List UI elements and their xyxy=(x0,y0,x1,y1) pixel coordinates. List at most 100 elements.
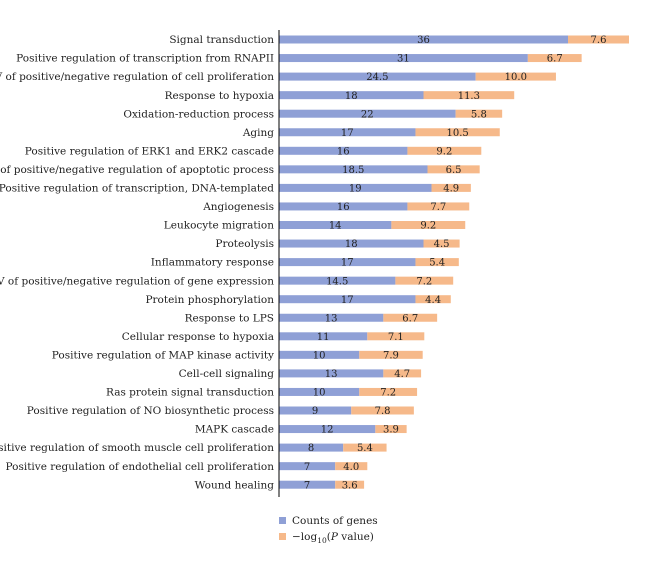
category-label-19: Ras protein signal transduction xyxy=(106,387,274,399)
bar-log-p-5 xyxy=(415,128,500,137)
legend-swatch-counts xyxy=(279,517,286,524)
bar-log-p-13 xyxy=(395,276,454,285)
value-label-log-p-12: 5.4 xyxy=(429,258,445,269)
bars-layer xyxy=(279,35,629,489)
value-label-counts-3: 18 xyxy=(345,91,358,102)
value-label-log-p-9: 7.7 xyxy=(430,202,446,213)
value-label-log-p-20: 7.8 xyxy=(375,406,391,417)
bar-counts-12 xyxy=(279,258,416,267)
category-label-7: AV of positive/negative regulation of ap… xyxy=(0,164,274,176)
category-label-8: Positive regulation of transcription, DN… xyxy=(0,183,274,195)
value-label-counts-23: 7 xyxy=(304,462,310,473)
bar-counts-18 xyxy=(279,369,384,378)
category-label-21: MAPK cascade xyxy=(195,424,274,436)
bar-log-p-19 xyxy=(359,387,418,396)
value-label-log-p-14: 4.4 xyxy=(425,295,441,306)
value-label-log-p-24: 3.6 xyxy=(342,480,358,491)
bar-counts-5 xyxy=(279,128,416,137)
bar-counts-1 xyxy=(279,54,528,63)
value-label-log-p-19: 7.2 xyxy=(380,388,396,399)
value-label-counts-6: 16 xyxy=(337,146,350,157)
value-label-log-p-16: 7.1 xyxy=(388,332,404,343)
bar-counts-8 xyxy=(279,183,432,192)
value-label-counts-0: 36 xyxy=(417,35,430,46)
value-label-counts-18: 13 xyxy=(325,369,338,380)
category-label-14: Protein phosphorylation xyxy=(145,294,274,306)
bar-log-p-18 xyxy=(383,369,422,378)
value-label-log-p-2: 10.0 xyxy=(505,72,527,83)
category-label-3: Response to hypoxia xyxy=(165,90,274,102)
category-labels: Signal transduction Positive regulation o… xyxy=(0,34,274,491)
bar-counts-16 xyxy=(279,332,368,341)
bar-counts-10 xyxy=(279,221,392,229)
bar-counts-7 xyxy=(279,165,428,174)
legend-swatch-log-p xyxy=(279,533,286,540)
value-label-counts-9: 16 xyxy=(337,202,350,213)
category-label-15: Response to LPS xyxy=(185,312,274,324)
category-label-1: Positive regulation of transcription fro… xyxy=(16,53,274,65)
value-label-log-p-7: 6.5 xyxy=(446,165,462,176)
bar-counts-3 xyxy=(279,91,424,100)
bar-log-p-24 xyxy=(335,480,365,489)
bar-counts-4 xyxy=(279,109,456,118)
value-label-log-p-23: 4.0 xyxy=(343,462,359,473)
bar-log-p-7 xyxy=(427,165,480,174)
category-label-13: AV of positive/negative regulation of ge… xyxy=(0,275,274,287)
value-label-counts-14: 17 xyxy=(341,295,354,306)
bar-log-p-16 xyxy=(367,332,425,341)
category-label-10: Leukocyte migration xyxy=(164,220,274,232)
legend-label-log-p: −log10(P value) xyxy=(292,531,374,545)
bar-counts-22 xyxy=(279,443,344,452)
value-label-counts-13: 14.5 xyxy=(326,276,348,287)
category-label-0: Signal transduction xyxy=(169,34,274,46)
value-label-log-p-8: 4.9 xyxy=(443,184,459,195)
value-label-counts-19: 10 xyxy=(313,388,326,399)
value-label-log-p-3: 11.3 xyxy=(458,91,480,102)
category-label-4: Oxidation-reduction process xyxy=(123,108,274,120)
category-label-23: Positive regulation of endothelial cell … xyxy=(5,461,274,473)
value-label-log-p-0: 7.6 xyxy=(591,35,607,46)
category-label-16: Cellular response to hypoxia xyxy=(122,331,274,343)
value-label-counts-4: 22 xyxy=(361,109,374,120)
legend: Counts of genes −log10(P value) xyxy=(279,515,378,545)
value-label-counts-7: 18.5 xyxy=(342,165,364,176)
bar-log-p-10 xyxy=(391,221,466,229)
value-label-counts-2: 24.5 xyxy=(366,72,388,83)
category-label-6: Positive regulation of ERK1 and ERK2 cas… xyxy=(25,145,274,157)
bar-counts-23 xyxy=(279,462,336,471)
value-label-log-p-10: 9.2 xyxy=(420,221,436,232)
bar-counts-21 xyxy=(279,425,376,434)
bar-counts-2 xyxy=(279,72,476,81)
bar-counts-0 xyxy=(279,35,568,44)
category-label-17: Positive regulation of MAP kinase activi… xyxy=(52,349,274,361)
value-label-counts-24: 7 xyxy=(304,480,310,491)
value-label-counts-22: 8 xyxy=(308,443,314,454)
value-label-log-p-5: 10.5 xyxy=(446,128,468,139)
value-label-log-p-13: 7.2 xyxy=(416,276,432,287)
value-labels: 36 7.6 31 6.7 24.5 10.0 18 11.3 22 5.8 17 10.5 16 9.2… xyxy=(304,35,607,491)
category-label-11: Proteolysis xyxy=(215,238,274,250)
bar-counts-17 xyxy=(279,350,360,359)
bar-log-p-6 xyxy=(407,146,482,155)
category-label-5: Aging xyxy=(242,127,274,139)
value-label-counts-21: 12 xyxy=(321,425,334,436)
bar-counts-24 xyxy=(279,480,336,489)
value-label-log-p-11: 4.5 xyxy=(434,239,450,250)
value-label-counts-17: 10 xyxy=(313,350,326,361)
bar-log-p-21 xyxy=(375,425,407,434)
value-label-log-p-6: 9.2 xyxy=(436,146,452,157)
category-label-24: Wound healing xyxy=(195,479,275,491)
category-label-9: Angiogenesis xyxy=(202,201,274,213)
bar-log-p-1 xyxy=(527,54,582,63)
value-label-counts-8: 19 xyxy=(349,184,362,195)
category-label-18: Cell-cell signaling xyxy=(179,368,275,380)
value-label-log-p-1: 6.7 xyxy=(547,54,563,65)
bar-counts-15 xyxy=(279,313,384,322)
category-label-2: AV of positive/negative regulation of ce… xyxy=(0,71,274,83)
value-label-counts-12: 17 xyxy=(341,258,354,269)
value-label-counts-20: 9 xyxy=(312,406,318,417)
value-label-log-p-4: 5.8 xyxy=(471,109,487,120)
value-label-counts-11: 18 xyxy=(345,239,358,250)
